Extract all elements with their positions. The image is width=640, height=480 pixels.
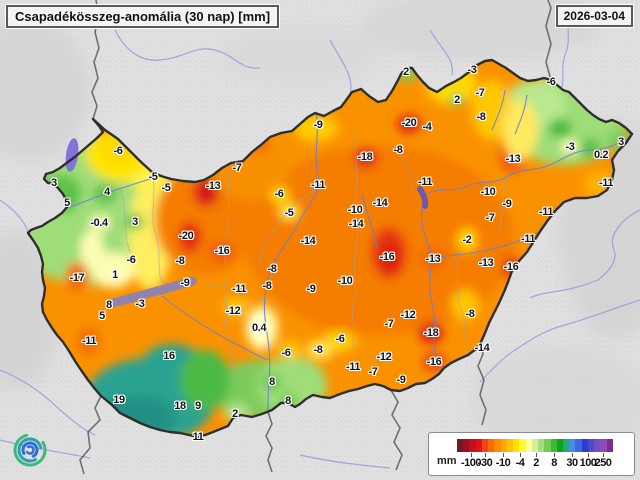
legend-tick bbox=[603, 453, 604, 457]
legend-color-segment bbox=[594, 439, 601, 452]
map-title: Csapadékösszeg-anomália (30 nap) [mm] bbox=[4, 4, 281, 29]
legend-color-segment bbox=[475, 439, 482, 452]
legend-color-segment bbox=[569, 439, 576, 452]
legend-color-segment bbox=[469, 439, 476, 452]
rivers-outside bbox=[0, 7, 640, 469]
legend-tick-label: -4 bbox=[515, 457, 525, 469]
legend-tick-label: 8 bbox=[551, 457, 557, 469]
legend-color-segment bbox=[538, 439, 545, 452]
legend-color-segment bbox=[519, 439, 526, 452]
legend-color-segment bbox=[506, 439, 514, 452]
lake-balaton bbox=[105, 276, 197, 309]
county-borders bbox=[119, 129, 509, 383]
legend-color-segment bbox=[575, 439, 582, 452]
legend-color-segment bbox=[600, 439, 607, 452]
country-borders-outside bbox=[79, 0, 552, 475]
legend-tick-label: -100 bbox=[460, 457, 482, 469]
legend-tick bbox=[536, 453, 537, 457]
legend-tick-label: -10 bbox=[495, 457, 511, 469]
legend-tick bbox=[572, 453, 573, 457]
logo-spiral bbox=[13, 433, 47, 467]
legend-color-segment bbox=[550, 439, 557, 452]
legend-unit: mm bbox=[437, 455, 457, 467]
legend-color-segment bbox=[562, 439, 570, 452]
legend-tick bbox=[503, 453, 504, 457]
legend-tick-label: -30 bbox=[477, 457, 493, 469]
legend-tick bbox=[485, 453, 486, 457]
legend-tick bbox=[554, 453, 555, 457]
legend-tick-label: 2 bbox=[533, 457, 539, 469]
map-date: 2026-03-04 bbox=[554, 4, 635, 28]
legend-tick bbox=[588, 453, 589, 457]
legend: mm -100 -30 -10 -4 2 8 30 100 250 bbox=[428, 432, 635, 476]
legend-color-segment bbox=[544, 439, 551, 452]
legend-tick-label: 250 bbox=[594, 457, 612, 469]
legend-color-segment bbox=[581, 439, 588, 452]
rivers-inside bbox=[66, 89, 631, 413]
legend-color-segment bbox=[587, 439, 595, 452]
lake-ferto bbox=[65, 138, 79, 172]
legend-color-segment bbox=[494, 439, 501, 452]
legend-tick-label: 30 bbox=[566, 457, 578, 469]
legend-color-segment bbox=[500, 439, 507, 452]
hungary-border bbox=[26, 58, 634, 439]
legend-color-segment bbox=[513, 439, 520, 452]
legend-color-segment bbox=[606, 439, 613, 452]
legend-colorbar bbox=[457, 439, 613, 452]
legend-color-segment bbox=[481, 439, 489, 452]
legend-color-segment bbox=[488, 439, 495, 452]
legend-tick bbox=[520, 453, 521, 457]
legend-color-segment bbox=[556, 439, 563, 452]
legend-color-segment bbox=[463, 439, 470, 452]
legend-color-segment bbox=[457, 439, 464, 452]
legend-color-segment bbox=[525, 439, 532, 452]
lake-tisza bbox=[417, 186, 429, 209]
legend-tick bbox=[471, 453, 472, 457]
legend-tick-label: 100 bbox=[579, 457, 597, 469]
legend-color-segment bbox=[531, 439, 539, 452]
